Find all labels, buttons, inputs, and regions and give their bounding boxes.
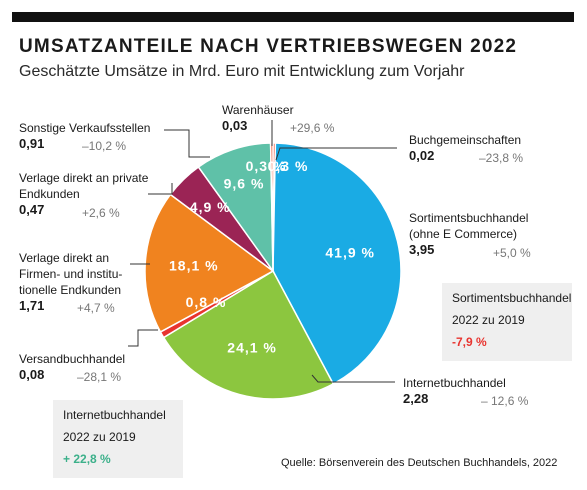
slice-label-6: 9,6 % — [224, 176, 265, 192]
box-internet-change: + 22,8 % — [63, 452, 111, 466]
box-sortiment-2019: Sortimentsbuchhandel 2022 zu 2019 -7,9 % — [442, 283, 572, 361]
box-sortiment-line2: 2022 zu 2019 — [452, 313, 525, 327]
leader-buchgemeinschaften — [275, 147, 397, 161]
leader-verlage-privat — [148, 183, 173, 195]
label-sonstige: Sonstige Verkaufsstellen 0,91 –10,2 % — [19, 121, 151, 153]
box-internet-line2: 2022 zu 2019 — [63, 430, 136, 444]
label-buchgemeinschaften: Buchgemeinschaften 0,02 –23,8 % — [409, 133, 524, 165]
pie-slices — [144, 142, 402, 400]
label-verlage-firmen: Verlage direkt an Firmen- und institu- t… — [19, 251, 123, 315]
leader-lines — [128, 120, 397, 383]
label-versand: Versandbuchhandel 0,08 –28,1 % — [19, 352, 126, 384]
label-sortiment: Sortimentsbuchhandel (ohne E Commerce) 3… — [409, 211, 531, 260]
box-internet-2019: Internetbuchhandel 2022 zu 2019 + 22,8 % — [53, 400, 183, 478]
leader-versand — [128, 329, 158, 347]
pie-slice-2 — [162, 269, 335, 400]
leader-internet — [311, 374, 395, 383]
slice-label-0: 0,3 % — [268, 158, 309, 174]
label-warenhaeuser: Warenhäuser 0,03 +29,6 % — [222, 103, 335, 135]
label-verlage-privat: Verlage direkt an private Endkunden 0,47… — [19, 171, 149, 220]
chart-subtitle: Geschätzte Umsätze in Mrd. Euro mit Entw… — [19, 63, 465, 80]
top-bar — [12, 12, 574, 22]
pie-slice-6 — [197, 142, 274, 274]
slice-label-2: 24,1 % — [227, 340, 277, 356]
box-sortiment-change: -7,9 % — [452, 335, 487, 349]
label-internet: Internetbuchhandel 2,28 – 12,6 % — [403, 376, 529, 408]
source-note: Quelle: Börsenverein des Deutschen Buchh… — [281, 457, 558, 469]
pie-slice-1 — [272, 142, 402, 385]
chart-title: UMSATZANTEILE NACH VERTRIEBSWEGEN 2022 — [19, 36, 518, 57]
pie-slice-4 — [144, 193, 275, 333]
box-internet-line1: Internetbuchhandel — [63, 408, 166, 422]
slice-label-4: 18,1 % — [169, 257, 219, 273]
leader-sonstige — [164, 129, 210, 158]
slice-label-3: 0,8 % — [186, 294, 227, 310]
slice-label-5: 4,9 % — [190, 199, 231, 215]
slice-label-7: 0,3 % — [246, 158, 287, 174]
slice-labels: 0,3 %41,9 %24,1 %0,8 %18,1 %4,9 %9,6 %0,… — [169, 158, 375, 356]
slice-label-1: 41,9 % — [325, 245, 375, 261]
box-sortiment-line1: Sortimentsbuchhandel — [452, 291, 572, 305]
